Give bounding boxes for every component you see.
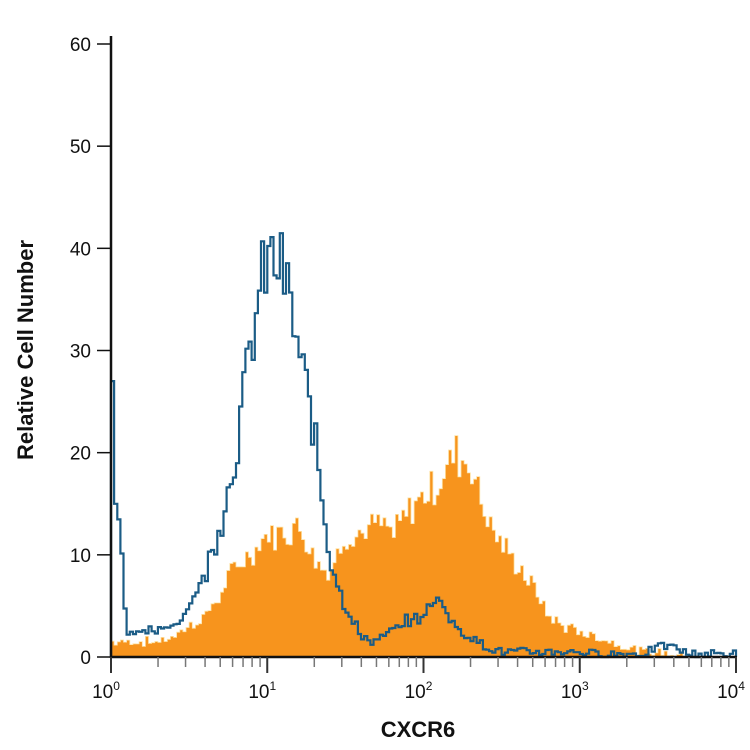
x-tick-base: 10 <box>92 682 113 703</box>
y-tick-label: 20 <box>70 444 91 465</box>
x-tick-base: 10 <box>248 682 269 703</box>
x-tick-label: 100 <box>92 679 120 703</box>
x-tick-label: 103 <box>561 679 589 703</box>
y-tick-label: 60 <box>70 35 91 56</box>
y-tick-label: 30 <box>70 342 91 363</box>
x-tick-exponent: 0 <box>113 679 120 693</box>
x-tick-exponent: 4 <box>738 679 745 693</box>
x-tick-base: 10 <box>717 682 738 703</box>
x-tick-exponent: 2 <box>426 679 433 693</box>
y-tick-label: 40 <box>70 239 91 260</box>
y-tick-label: 50 <box>70 137 91 158</box>
x-tick-exponent: 1 <box>269 679 276 693</box>
y-axis-title: Relative Cell Number <box>13 240 38 461</box>
series-layer <box>109 232 738 659</box>
x-tick-base: 10 <box>405 682 426 703</box>
sample-histogram <box>110 435 736 658</box>
y-tick-label: 0 <box>80 648 91 669</box>
x-tick-exponent: 3 <box>582 679 589 693</box>
x-tick-base: 10 <box>561 682 582 703</box>
y-ticks: 0 10 20 30 40 50 60 <box>70 35 111 669</box>
x-ticks: 100 101 102 103 104 <box>92 657 745 703</box>
isotype-control-histogram <box>109 232 738 659</box>
x-tick-label: 102 <box>405 679 433 703</box>
x-axis-title: CXCR6 <box>381 717 456 742</box>
x-tick-label: 104 <box>717 679 745 703</box>
y-tick-label: 10 <box>70 546 91 567</box>
x-tick-label: 101 <box>248 679 276 703</box>
